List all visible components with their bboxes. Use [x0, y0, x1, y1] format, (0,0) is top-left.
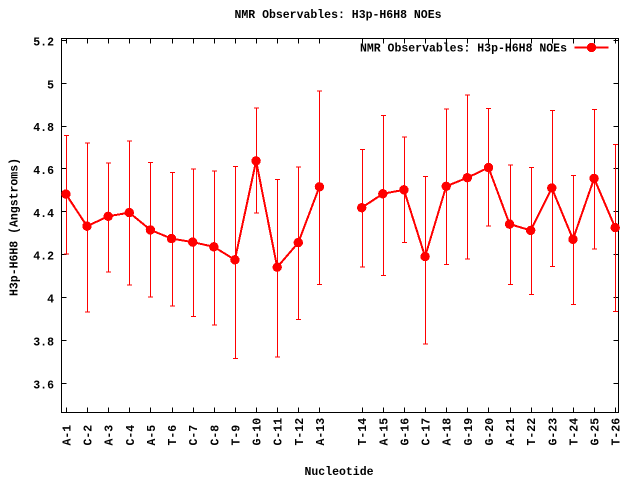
svg-text:H3p-H6H8 (Angstroms): H3p-H6H8 (Angstroms) [9, 158, 22, 296]
svg-text:NMR Observables: H3p-H6H8 NOEs: NMR Observables: H3p-H6H8 NOEs [234, 9, 441, 22]
svg-text:C-8: C-8 [209, 425, 222, 446]
svg-text:C-4: C-4 [125, 425, 138, 446]
svg-text:T-22: T-22 [526, 418, 539, 446]
svg-text:A-3: A-3 [104, 425, 117, 446]
svg-text:C-17: C-17 [421, 418, 434, 446]
svg-text:Nucleotide: Nucleotide [304, 466, 373, 479]
svg-text:5: 5 [47, 79, 54, 92]
svg-text:T-6: T-6 [167, 425, 180, 446]
svg-text:T-14: T-14 [357, 418, 370, 446]
svg-text:A-13: A-13 [315, 418, 328, 446]
svg-text:4.4: 4.4 [33, 208, 54, 221]
svg-text:4.2: 4.2 [33, 251, 54, 264]
svg-text:A-5: A-5 [146, 425, 159, 446]
svg-text:A-1: A-1 [61, 425, 74, 446]
svg-text:4: 4 [47, 294, 54, 307]
svg-text:A-18: A-18 [442, 418, 455, 446]
svg-text:5.2: 5.2 [33, 36, 54, 49]
svg-text:NMR Observables: H3p-H6H8 NOEs: NMR Observables: H3p-H6H8 NOEs [360, 43, 567, 56]
svg-text:C-11: C-11 [273, 418, 286, 446]
svg-text:G-19: G-19 [463, 418, 476, 446]
svg-text:4.6: 4.6 [33, 165, 54, 178]
svg-text:A-15: A-15 [378, 418, 391, 446]
svg-text:C-2: C-2 [83, 425, 96, 446]
svg-text:G-25: G-25 [590, 418, 603, 446]
svg-text:T-24: T-24 [569, 418, 582, 446]
svg-text:G-20: G-20 [484, 418, 497, 446]
svg-text:A-21: A-21 [505, 418, 518, 446]
svg-text:C-7: C-7 [188, 425, 201, 446]
svg-text:4.8: 4.8 [33, 122, 54, 135]
svg-text:G-16: G-16 [399, 418, 412, 446]
svg-text:T-12: T-12 [294, 418, 307, 446]
svg-text:G-10: G-10 [252, 418, 265, 446]
svg-text:G-23: G-23 [547, 418, 560, 446]
svg-text:T-9: T-9 [230, 425, 243, 446]
svg-text:T-26: T-26 [611, 418, 624, 446]
svg-text:3.6: 3.6 [33, 379, 54, 392]
svg-text:3.8: 3.8 [33, 336, 54, 349]
